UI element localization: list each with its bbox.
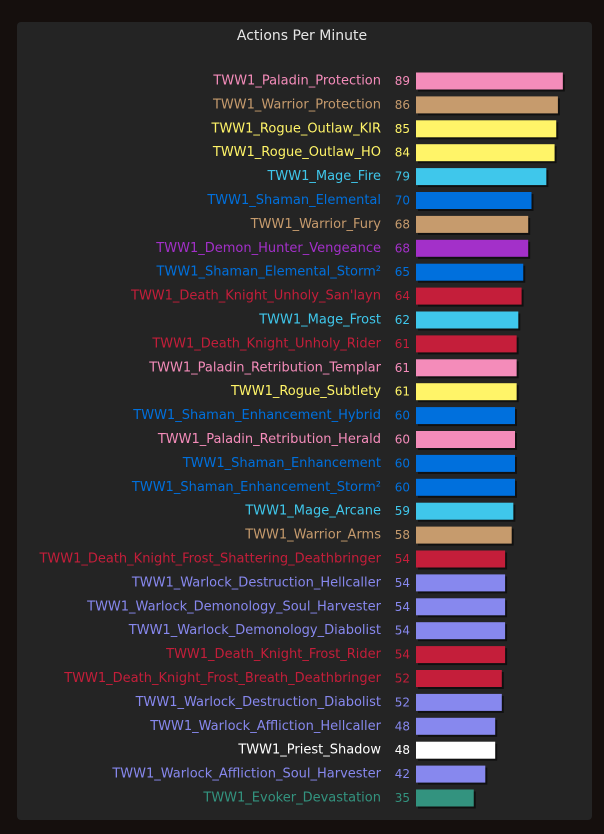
- bar[interactable]: [416, 96, 558, 114]
- bar[interactable]: [416, 526, 512, 544]
- category-label: TWW1_Shaman_Enhancement_Storm²: [131, 480, 381, 495]
- category-label: TWW1_Paladin_Protection: [212, 74, 381, 89]
- value-label: 48: [395, 719, 410, 733]
- category-label: TWW1_Demon_Hunter_Vengeance: [155, 241, 381, 256]
- bar[interactable]: [416, 502, 514, 520]
- bar[interactable]: [416, 765, 486, 783]
- value-label: 61: [395, 385, 410, 399]
- category-label: TWW1_Warlock_Destruction_Diabolist: [135, 695, 381, 710]
- category-label: TWW1_Warlock_Affliction_Hellcaller: [149, 719, 381, 734]
- category-label: TWW1_Rogue_Outlaw_HO: [212, 145, 381, 160]
- bar[interactable]: [416, 550, 506, 568]
- value-label: 85: [395, 122, 410, 136]
- category-label: TWW1_Warlock_Demonology_Diabolist: [128, 623, 381, 638]
- bar[interactable]: [416, 789, 474, 807]
- value-label: 61: [395, 361, 410, 375]
- value-label: 42: [395, 767, 410, 781]
- bar[interactable]: [416, 239, 529, 257]
- category-label: TWW1_Mage_Arcane: [244, 504, 381, 519]
- value-label: 54: [395, 576, 410, 590]
- category-label: TWW1_Warrior_Protection: [212, 97, 381, 112]
- bar[interactable]: [416, 215, 529, 233]
- bar[interactable]: [416, 622, 506, 640]
- bar[interactable]: [416, 120, 557, 138]
- category-label: TWW1_Warrior_Arms: [244, 528, 381, 543]
- value-label: 70: [395, 194, 410, 208]
- value-label: 58: [395, 528, 410, 542]
- category-label: TWW1_Death_Knight_Frost_Rider: [165, 647, 382, 662]
- category-label: TWW1_Paladin_Retribution_Herald: [157, 432, 381, 447]
- value-label: 79: [395, 170, 410, 184]
- value-label: 52: [395, 672, 410, 686]
- value-label: 54: [395, 648, 410, 662]
- value-label: 48: [395, 743, 410, 757]
- category-label: TWW1_Shaman_Elemental: [206, 193, 381, 208]
- bar[interactable]: [416, 335, 517, 353]
- bar[interactable]: [416, 431, 515, 448]
- bar[interactable]: [416, 646, 506, 664]
- bar[interactable]: [416, 192, 532, 209]
- category-label: TWW1_Warlock_Affliction_Soul_Harvester: [111, 767, 381, 782]
- bar[interactable]: [416, 454, 515, 472]
- bar[interactable]: [416, 717, 496, 735]
- value-label: 54: [395, 552, 410, 566]
- value-label: 64: [395, 289, 410, 303]
- bar[interactable]: [416, 574, 506, 592]
- value-label: 62: [395, 313, 410, 327]
- category-label: TWW1_Warlock_Demonology_Soul_Harvester: [86, 599, 382, 614]
- category-label: TWW1_Rogue_Subtlety: [230, 384, 381, 399]
- category-label: TWW1_Evoker_Devastation: [202, 791, 381, 806]
- bar[interactable]: [416, 598, 506, 616]
- value-label: 60: [395, 433, 410, 447]
- category-label: TWW1_Death_Knight_Frost_Shattering_Death…: [38, 552, 381, 567]
- value-label: 84: [395, 146, 410, 160]
- value-label: 54: [395, 624, 410, 638]
- bar[interactable]: [416, 478, 515, 496]
- bar[interactable]: [416, 72, 563, 90]
- value-label: 54: [395, 600, 410, 614]
- bar[interactable]: [416, 287, 522, 305]
- value-label: 60: [395, 456, 410, 470]
- category-label: TWW1_Warrior_Fury: [250, 217, 382, 232]
- value-label: 60: [395, 480, 410, 494]
- value-label: 60: [395, 409, 410, 423]
- bar[interactable]: [416, 359, 517, 377]
- category-label: TWW1_Paladin_Retribution_Templar: [148, 360, 381, 375]
- category-label: TWW1_Shaman_Enhancement_Hybrid: [132, 408, 381, 423]
- bar[interactable]: [416, 168, 547, 186]
- bar[interactable]: [416, 407, 515, 425]
- value-label: 35: [395, 791, 410, 805]
- value-label: 86: [395, 98, 410, 112]
- category-label: TWW1_Shaman_Elemental_Storm²: [156, 265, 381, 280]
- chart-title: Actions Per Minute: [236, 28, 368, 44]
- category-label: TWW1_Shaman_Enhancement: [182, 456, 381, 471]
- value-label: 68: [395, 217, 410, 231]
- category-label: TWW1_Death_Knight_Unholy_San'layn: [130, 289, 381, 304]
- category-label: TWW1_Mage_Fire: [266, 169, 381, 184]
- value-label: 65: [395, 265, 410, 279]
- value-label: 89: [395, 74, 410, 88]
- value-label: 59: [395, 504, 410, 518]
- category-label: TWW1_Mage_Frost: [258, 313, 381, 328]
- category-label: TWW1_Priest_Shadow: [237, 743, 381, 758]
- value-label: 52: [395, 695, 410, 709]
- category-label: TWW1_Rogue_Outlaw_KIR: [211, 121, 381, 136]
- bar[interactable]: [416, 670, 502, 687]
- category-label: TWW1_Death_Knight_Frost_Breath_Deathbrin…: [63, 671, 381, 686]
- category-label: TWW1_Death_Knight_Unholy_Rider: [151, 336, 381, 351]
- value-label: 61: [395, 337, 410, 351]
- bar[interactable]: [416, 741, 496, 759]
- value-label: 68: [395, 241, 410, 255]
- category-label: TWW1_Warlock_Destruction_Hellcaller: [131, 575, 382, 590]
- bar[interactable]: [416, 383, 517, 401]
- bar[interactable]: [416, 693, 502, 711]
- bar[interactable]: [416, 263, 524, 281]
- bar[interactable]: [416, 311, 519, 329]
- bar[interactable]: [416, 144, 555, 162]
